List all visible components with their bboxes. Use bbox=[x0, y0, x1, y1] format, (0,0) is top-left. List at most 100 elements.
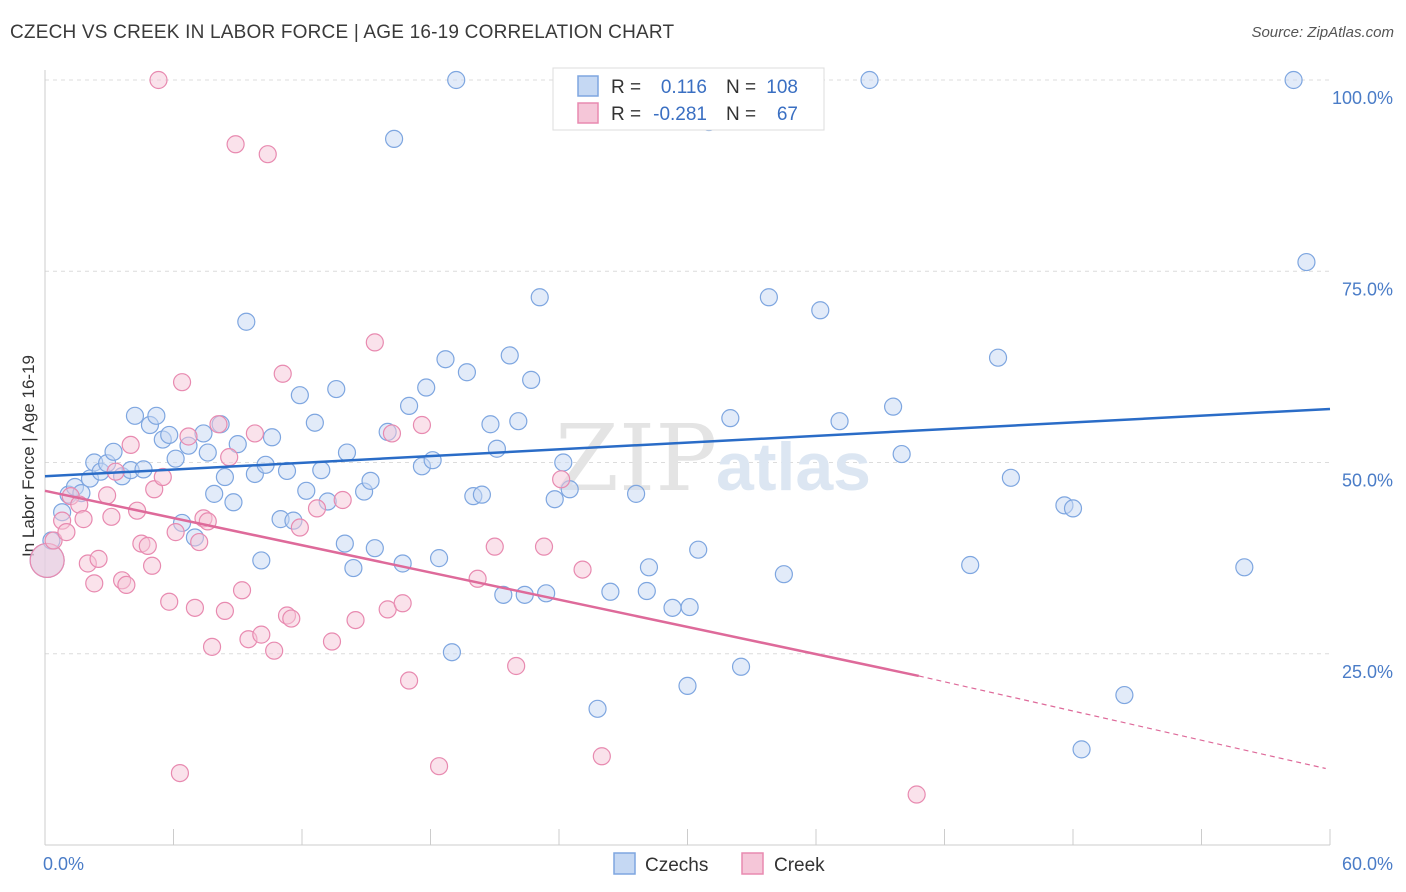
creek-point bbox=[552, 470, 571, 489]
x-tick-labels: 0.0% 60.0% bbox=[43, 854, 1393, 874]
czechs-point bbox=[436, 350, 455, 369]
czechs-point bbox=[883, 397, 903, 416]
creek-point bbox=[117, 575, 136, 595]
czechs-point bbox=[721, 409, 740, 428]
czechs-point bbox=[601, 582, 620, 601]
creek-point bbox=[273, 364, 292, 383]
y-axis-label: In Labor Force | Age 16-19 bbox=[19, 355, 38, 557]
creek-point bbox=[333, 490, 352, 510]
czechs-point bbox=[961, 555, 980, 575]
czechs-point bbox=[500, 346, 519, 365]
czechs-point bbox=[545, 490, 564, 509]
creek-point bbox=[29, 542, 65, 579]
stats-creek-n-value: 67 bbox=[777, 104, 798, 125]
creek-point bbox=[166, 523, 185, 542]
axes bbox=[44, 70, 1331, 846]
creek-point bbox=[258, 145, 277, 164]
czechs-point bbox=[262, 428, 282, 447]
czechs-point bbox=[759, 288, 778, 307]
creek-point bbox=[534, 537, 554, 556]
creek-point bbox=[346, 610, 365, 630]
creek-point bbox=[399, 671, 419, 690]
creek-point bbox=[179, 427, 198, 446]
czechs-point bbox=[494, 585, 513, 604]
czechs-point bbox=[365, 539, 384, 558]
creek-point bbox=[592, 747, 611, 766]
czechs-point bbox=[830, 412, 849, 431]
czechs-point bbox=[1235, 558, 1254, 577]
czechs-point bbox=[481, 415, 500, 434]
creek-point bbox=[252, 625, 271, 644]
creek-point bbox=[245, 424, 264, 443]
chart-title: CZECH VS CREEK IN LABOR FORCE | AGE 16-1… bbox=[10, 22, 675, 43]
creek-point bbox=[265, 641, 284, 660]
creek-point bbox=[393, 594, 412, 613]
legend-creek-swatch bbox=[741, 852, 764, 875]
czechs-point bbox=[663, 598, 682, 617]
stats-legend-creek-swatch bbox=[577, 102, 599, 124]
czechs-point bbox=[472, 485, 491, 504]
czechs-point bbox=[429, 549, 449, 568]
czechs-point bbox=[290, 386, 309, 405]
y-tick-labels: 25.0% 50.0% 75.0% 100.0% bbox=[1332, 88, 1393, 682]
czechs-point bbox=[160, 425, 179, 445]
legend-czechs-swatch bbox=[613, 852, 636, 875]
legend-creek-label: Creek bbox=[774, 855, 825, 876]
czechs-point bbox=[384, 129, 404, 149]
creek-trend-extension bbox=[918, 675, 1326, 770]
czechs-point bbox=[337, 443, 357, 462]
czechs-point bbox=[417, 378, 436, 397]
czechs-point bbox=[1115, 685, 1134, 705]
creek-point bbox=[190, 532, 209, 552]
czechs-point bbox=[988, 348, 1008, 367]
czechs-point bbox=[205, 484, 224, 503]
creek-point bbox=[429, 757, 449, 776]
stats-czechs-r-value: 0.116 bbox=[661, 77, 707, 98]
creek-point bbox=[202, 637, 222, 656]
creek-point bbox=[215, 601, 234, 621]
czechs-point bbox=[689, 540, 708, 559]
creek-point bbox=[209, 415, 228, 434]
czechs-point bbox=[892, 444, 911, 464]
czechs-point bbox=[125, 406, 145, 425]
creek-point bbox=[412, 415, 432, 435]
czechs-point bbox=[522, 370, 541, 389]
czechs-point bbox=[442, 643, 462, 662]
czechs-point bbox=[327, 379, 346, 399]
stats-czechs-n-value: 108 bbox=[766, 77, 798, 98]
czechs-point bbox=[588, 699, 607, 718]
czechs-point bbox=[215, 467, 234, 487]
creek-point bbox=[153, 467, 172, 487]
czechs-point bbox=[554, 453, 573, 472]
czechs-point bbox=[1297, 252, 1316, 272]
watermark-atlas: atlas bbox=[716, 429, 871, 505]
czechs-point bbox=[1072, 740, 1091, 759]
czechs-trend-line bbox=[44, 407, 1331, 478]
stats-legend-czechs-swatch bbox=[577, 75, 599, 97]
czechs-point bbox=[680, 597, 699, 617]
chart-source: Source: ZipAtlas.com bbox=[1251, 24, 1394, 41]
creek-point bbox=[307, 499, 327, 518]
czechs-point bbox=[530, 288, 549, 307]
creek-point bbox=[573, 560, 592, 579]
creek-point bbox=[232, 581, 252, 600]
creek-point bbox=[382, 424, 402, 443]
creek-point bbox=[57, 523, 76, 542]
creek-point bbox=[138, 536, 157, 555]
stats-czechs-n-label: N = bbox=[726, 77, 756, 98]
creek-point bbox=[98, 486, 117, 505]
x-tick-label-0: 0.0% bbox=[43, 854, 84, 874]
creek-point bbox=[149, 70, 168, 90]
creek-point bbox=[226, 135, 245, 154]
czechs-point bbox=[305, 413, 324, 432]
y-tick-label-3: 100.0% bbox=[1332, 88, 1393, 108]
y-tick-label-1: 50.0% bbox=[1342, 471, 1393, 491]
stats-legend: R = 0.116 N = 108 R = -0.281 N = 67 bbox=[552, 67, 825, 131]
creek-point bbox=[89, 549, 108, 568]
czechs-point bbox=[198, 443, 217, 462]
czechs-point bbox=[678, 676, 697, 695]
creek-point bbox=[282, 609, 301, 628]
czechs-point bbox=[860, 70, 879, 90]
y-tick-label-2: 75.0% bbox=[1342, 279, 1393, 299]
czechs-point bbox=[731, 657, 751, 676]
